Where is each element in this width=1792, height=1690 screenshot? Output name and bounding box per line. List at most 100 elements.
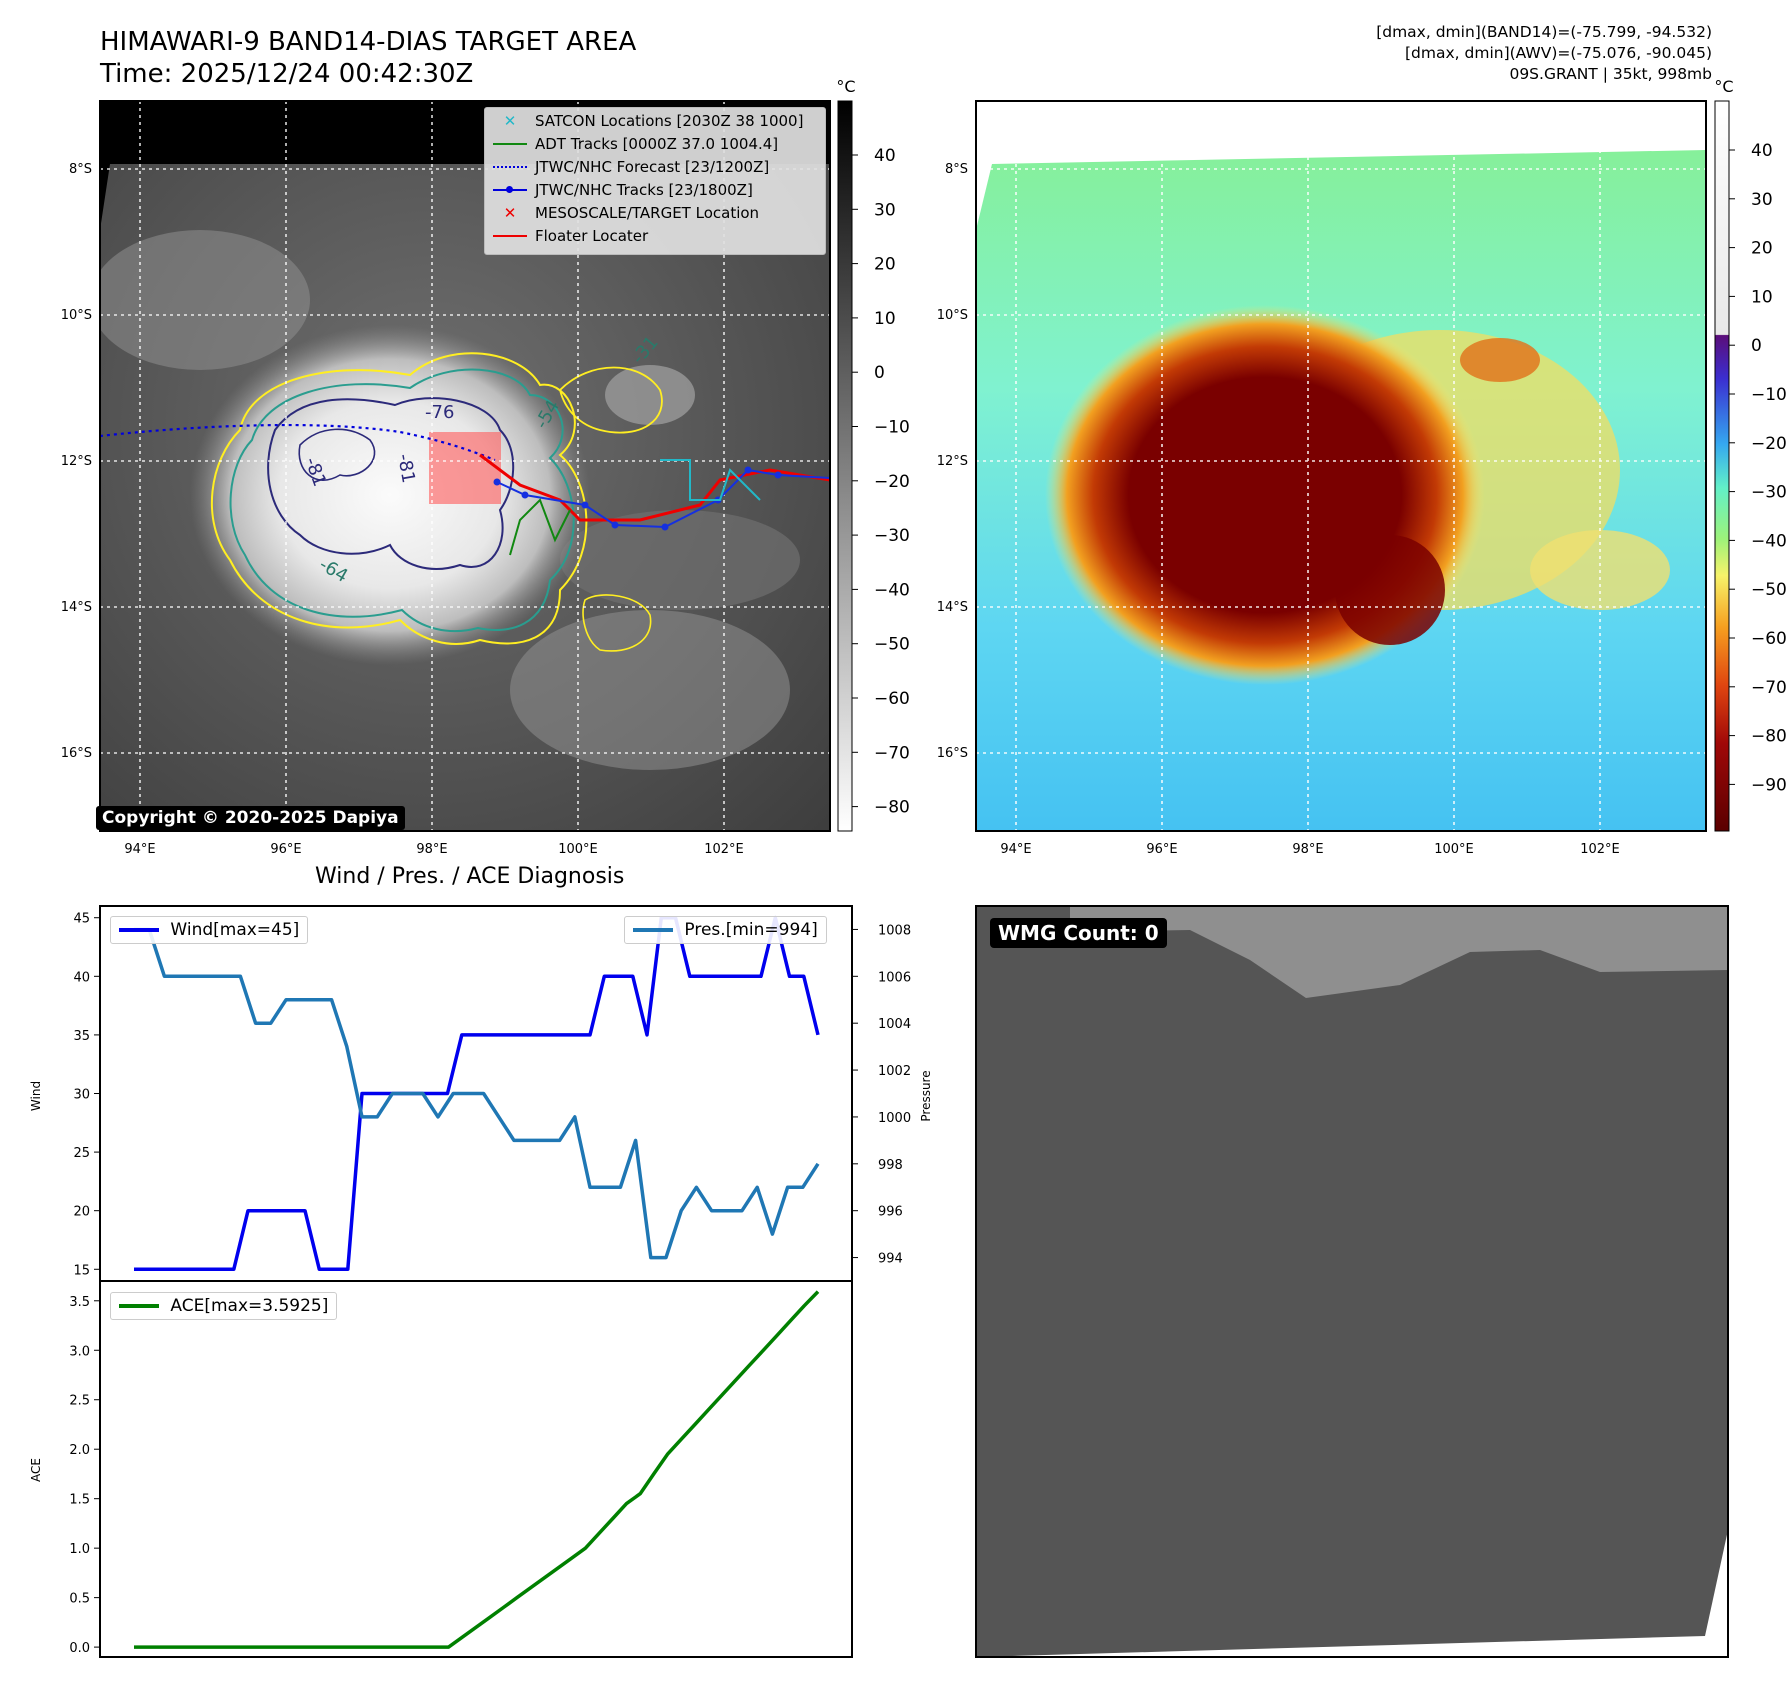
lon-label: 100°E [558, 842, 598, 857]
wind-axis-ticks: 15 20 25 30 35 40 45 [73, 912, 100, 1278]
axis-tick-label: 1.5 [69, 1493, 90, 1508]
colorbar-tick-label: 30 [1751, 190, 1773, 210]
axis-tick-label: 1008 [878, 923, 911, 938]
copyright-badge: Copyright © 2020-2025 Dapiya [96, 806, 405, 830]
colorbar-tick-label: 10 [874, 309, 896, 329]
legend-entry: SATCON Locations [2030Z 38 1000] [535, 112, 804, 130]
legend-swatch: ✕ [503, 204, 517, 222]
colorbar-tick-label: −20 [1751, 434, 1787, 454]
colorbar-tick-label: 0 [874, 363, 885, 383]
axis-tick-label: 2.0 [69, 1443, 90, 1458]
axis-tick-label: 998 [878, 1158, 903, 1173]
axis-tick-label: 35 [73, 1029, 90, 1044]
axis-tick-label: 40 [73, 970, 90, 985]
axis-tick-label: 994 [878, 1252, 903, 1267]
ace-line [134, 1290, 820, 1649]
legend-swatch [493, 186, 527, 193]
legend-swatch [493, 166, 527, 168]
lat-label: 16°S [61, 746, 92, 761]
colorbar-tick-label: −60 [1751, 629, 1787, 649]
wind-series [134, 915, 820, 1272]
lon-label: 102°E [704, 842, 744, 857]
lat-label: 8°S [945, 162, 968, 177]
pressure-axis-label: Pressure [919, 1070, 933, 1121]
lat-label: 12°S [937, 454, 968, 469]
pressure-legend-label: Pres.[min=994] [684, 920, 818, 940]
figure-title-line1: HIMAWARI-9 BAND14-DIAS TARGET AREA [100, 27, 637, 57]
pressure-legend-swatch [633, 928, 673, 932]
wind-axis-label: Wind [29, 1081, 43, 1111]
colorbar-tick-label: 30 [874, 200, 896, 220]
colorbar-tick-label: −90 [1751, 775, 1787, 795]
gray-colorbar [837, 100, 853, 832]
ace-legend-label: ACE[max=3.5925] [170, 1296, 329, 1316]
figure-title: HIMAWARI-9 BAND14-DIAS TARGET AREA Time:… [100, 26, 636, 90]
colorbar-tick-label: 40 [1751, 141, 1773, 161]
colorbar-tick-label: −40 [874, 580, 910, 600]
awv-range: [dmax, dmin](AWV)=(-75.076, -90.045) [1405, 44, 1712, 62]
wmg-panel [975, 905, 1729, 1658]
colorbar-tick-label: −70 [874, 743, 910, 763]
storm-info: 09S.GRANT | 35kt, 998mb [1509, 65, 1712, 83]
band14-range: [dmax, dmin](BAND14)=(-75.799, -94.532) [1376, 23, 1712, 41]
axis-tick-label: 1006 [878, 970, 911, 985]
ir-map-frame [99, 100, 831, 832]
colorbar-tick-label: −50 [874, 635, 910, 655]
wmg-light-field [1070, 906, 1728, 998]
axis-tick-label: 25 [73, 1146, 90, 1161]
ace-axis-label: ACE [29, 1458, 43, 1482]
ir-map-lon-labels: 94°E 96°E 98°E 100°E 102°E [124, 842, 743, 857]
colorbar-tick-label: −80 [874, 798, 910, 818]
wind-legend-label: Wind[max=45] [170, 920, 300, 940]
color-colorbar-ticks: 40 30 20 10 0 −10 −20 −30 −40 −50 −60 −70 −80 −90 [1729, 141, 1787, 795]
axis-tick-label: 3.0 [69, 1344, 90, 1359]
colorbar-tick-label: −10 [1751, 385, 1787, 405]
axis-tick-label: 0.5 [69, 1592, 90, 1607]
axis-tick-label: 15 [73, 1263, 90, 1278]
colorbar-tick-label: −50 [1751, 580, 1787, 600]
lon-label: 98°E [416, 842, 447, 857]
wind-line [134, 915, 820, 1272]
axis-tick-label: 2.5 [69, 1394, 90, 1409]
legend-entry: JTWC/NHC Tracks [23/1800Z] [535, 181, 753, 199]
axis-tick-label: 996 [878, 1205, 903, 1220]
lon-label: 96°E [270, 842, 301, 857]
adt-track [509, 498, 571, 556]
color-colorbar-unit: °C [1714, 77, 1733, 96]
lat-label: 12°S [61, 454, 92, 469]
gray-colorbar-unit: °C [836, 77, 855, 96]
lon-label: 100°E [1434, 842, 1474, 857]
axis-tick-label: 3.5 [69, 1295, 90, 1310]
colorbar-tick-label: 40 [874, 146, 896, 166]
awv-map-gridlines [976, 101, 1706, 831]
floater-locater-track [479, 453, 830, 522]
legend-entry: JTWC/NHC Forecast [23/1200Z] [535, 158, 770, 176]
axis-tick-label: 1.0 [69, 1542, 90, 1557]
lon-label: 96°E [1146, 842, 1177, 857]
lat-label: 14°S [61, 600, 92, 615]
diagnosis-title: Wind / Pres. / ACE Diagnosis [315, 864, 625, 889]
legend-swatch: ✕ [503, 112, 517, 130]
pressure-legend: Pres.[min=994] [624, 916, 827, 944]
wind-legend: Wind[max=45] [110, 916, 309, 944]
contour-yellow [210, 352, 588, 645]
colorbar-tick-label: 20 [1751, 239, 1773, 259]
wind-legend-swatch [119, 928, 159, 932]
colorbar-tick-label: 10 [1751, 287, 1773, 307]
figure-stats: [dmax, dmin](BAND14)=(-75.799, -94.532) … [1376, 22, 1712, 85]
axis-tick-label: 45 [73, 912, 90, 927]
figure-title-line2: Time: 2025/12/24 00:42:30Z [100, 59, 474, 89]
legend-swatch [493, 235, 527, 237]
colorbar-tick-label: −20 [874, 472, 910, 492]
ace-legend-swatch [119, 1304, 159, 1308]
lon-label: 102°E [1580, 842, 1620, 857]
wmg-count-badge: WMG Count: 0 [990, 918, 1167, 948]
lon-label: 94°E [1000, 842, 1031, 857]
colorbar-tick-label: 0 [1751, 336, 1762, 356]
awv-map-lat-labels: 8°S 10°S 12°S 14°S 16°S [937, 162, 968, 761]
colorbar-tick-label: −80 [1751, 727, 1787, 747]
axis-tick-label: 30 [73, 1088, 90, 1103]
pressure-series [134, 927, 820, 1260]
ir-map-lat-labels: 8°S 10°S 12°S 14°S 16°S [61, 162, 92, 761]
